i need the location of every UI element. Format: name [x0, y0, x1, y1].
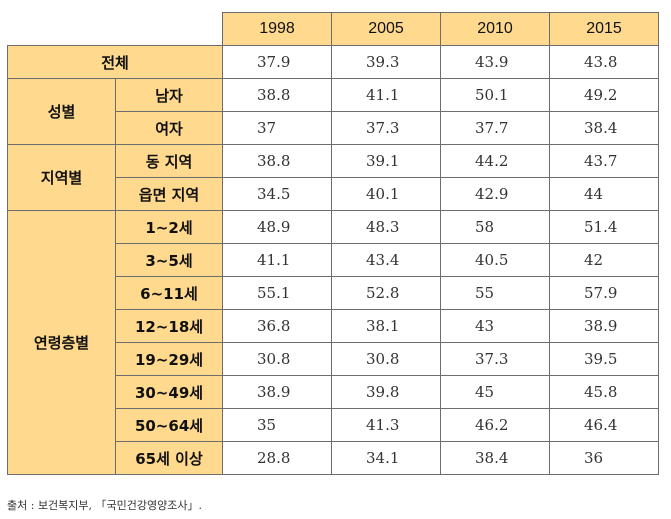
value-cell: 58 [440, 210, 550, 244]
header-row: 1998 2005 2010 2015 [7, 12, 659, 46]
value-cell: 43.8 [549, 45, 659, 79]
table-row: 12~18세 36.8 38.1 43 38.9 [8, 309, 659, 343]
group-label: 연령층별 [7, 210, 116, 475]
row-label: 12~18세 [115, 309, 223, 343]
value-cell: 51.4 [549, 210, 659, 244]
value-cell: 57.9 [549, 276, 659, 310]
value-cell: 55 [440, 276, 550, 310]
value-cell: 38.9 [549, 309, 659, 343]
value-cell: 44.2 [440, 144, 550, 178]
group-label: 성별 [7, 78, 116, 145]
table-body: 1998 2005 2010 2015 전체 37.9 39.3 43.9 43… [7, 12, 659, 475]
row-label: 19~29세 [115, 342, 223, 376]
value-cell: 46.4 [549, 408, 659, 442]
value-cell: 40.1 [331, 177, 441, 211]
value-cell: 49.2 [549, 78, 659, 112]
data-table: 1998 2005 2010 2015 전체 37.9 39.3 43.9 43… [7, 12, 659, 475]
value-cell: 39.5 [549, 342, 659, 376]
value-cell: 46.2 [440, 408, 550, 442]
value-cell: 48.3 [331, 210, 441, 244]
row-label: 30~49세 [115, 375, 223, 409]
source-note: 출처 : 보건복지부, 「국민건강영양조사」. [7, 499, 202, 512]
value-cell: 34.5 [222, 177, 332, 211]
value-cell: 35 [222, 408, 332, 442]
total-row: 전체 37.9 39.3 43.9 43.8 [7, 45, 659, 79]
value-cell: 42.9 [440, 177, 550, 211]
row-label: 1~2세 [115, 210, 223, 244]
value-cell: 42 [549, 243, 659, 277]
row-label: 여자 [115, 111, 223, 145]
group-label: 지역별 [7, 144, 116, 211]
value-cell: 52.8 [331, 276, 441, 310]
value-cell: 37.3 [331, 111, 441, 145]
table-row: 30~49세 38.9 39.8 45 45.8 [8, 375, 659, 409]
value-cell: 37.9 [222, 45, 332, 79]
row-label: 읍면 지역 [115, 177, 223, 211]
value-cell: 37 [222, 111, 332, 145]
table-row: 65세 이상 28.8 34.1 38.4 36 [8, 441, 659, 475]
table-row: 50~64세 35 41.3 46.2 46.4 [8, 408, 659, 442]
value-cell: 28.8 [222, 441, 332, 475]
value-cell: 38.8 [222, 144, 332, 178]
table-row: 연령층별 1~2세 48.9 48.3 58 51.4 [7, 210, 659, 475]
value-cell: 38.8 [222, 78, 332, 112]
value-cell: 43.9 [440, 45, 550, 79]
value-cell: 37.3 [440, 342, 550, 376]
value-cell: 39.8 [331, 375, 441, 409]
row-label: 동 지역 [115, 144, 223, 178]
value-cell: 41.1 [331, 78, 441, 112]
table-row: 지역별 동 지역 38.8 39.1 44.2 43.7 [7, 144, 659, 211]
value-cell: 55.1 [222, 276, 332, 310]
value-cell: 38.9 [222, 375, 332, 409]
value-cell: 38.4 [549, 111, 659, 145]
table-row: 여자 37 37.3 37.7 38.4 [8, 111, 659, 145]
value-cell: 34.1 [331, 441, 441, 475]
table-row: 성별 남자 38.8 41.1 50.1 49.2 [7, 78, 659, 145]
table-row: 19~29세 30.8 30.8 37.3 39.5 [8, 342, 659, 376]
table-row: 3~5세 41.1 43.4 40.5 42 [8, 243, 659, 277]
value-cell: 30.8 [222, 342, 332, 376]
value-cell: 37.7 [440, 111, 550, 145]
value-cell: 48.9 [222, 210, 332, 244]
row-label: 65세 이상 [115, 441, 223, 475]
row-label: 3~5세 [115, 243, 223, 277]
row-label: 50~64세 [115, 408, 223, 442]
value-cell: 40.5 [440, 243, 550, 277]
row-label: 6~11세 [115, 276, 223, 310]
value-cell: 39.3 [331, 45, 441, 79]
value-cell: 41.1 [222, 243, 332, 277]
value-cell: 45 [440, 375, 550, 409]
value-cell: 36.8 [222, 309, 332, 343]
value-cell: 43.7 [549, 144, 659, 178]
value-cell: 39.1 [331, 144, 441, 178]
total-label: 전체 [7, 45, 223, 79]
value-cell: 41.3 [331, 408, 441, 442]
value-cell: 43.4 [331, 243, 441, 277]
value-cell: 38.4 [440, 441, 550, 475]
value-cell: 38.1 [331, 309, 441, 343]
corner-cell [7, 12, 223, 46]
value-cell: 50.1 [440, 78, 550, 112]
value-cell: 44 [549, 177, 659, 211]
row-label: 남자 [115, 78, 223, 112]
year-header: 1998 [222, 12, 332, 46]
year-header: 2005 [331, 12, 441, 46]
value-cell: 30.8 [331, 342, 441, 376]
year-header: 2010 [440, 12, 550, 46]
value-cell: 43 [440, 309, 550, 343]
value-cell: 36 [549, 441, 659, 475]
table-row: 읍면 지역 34.5 40.1 42.9 44 [8, 177, 659, 211]
value-cell: 45.8 [549, 375, 659, 409]
year-header: 2015 [549, 12, 659, 46]
table-row: 6~11세 55.1 52.8 55 57.9 [8, 276, 659, 310]
